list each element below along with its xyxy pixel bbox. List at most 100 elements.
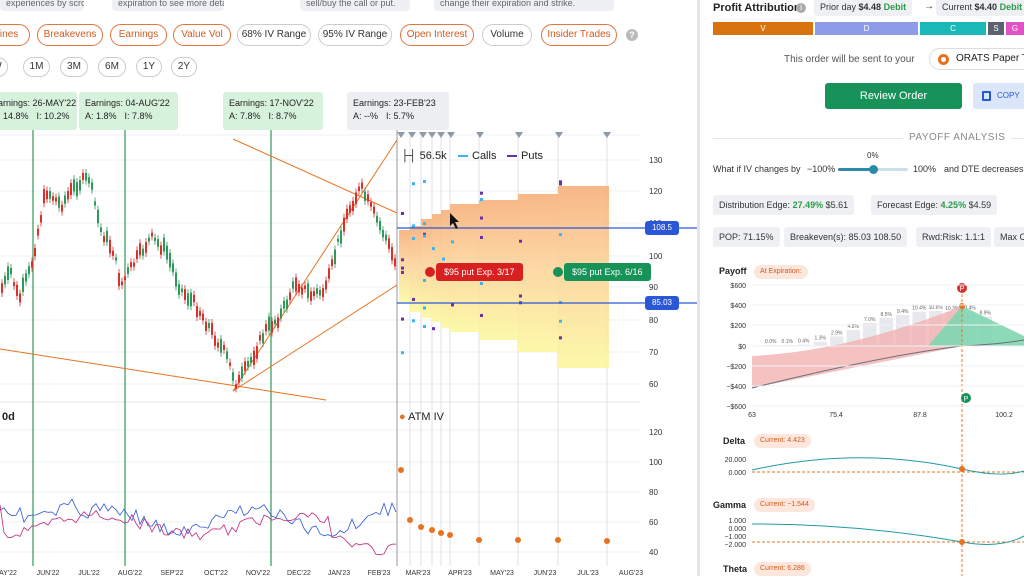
- distribution-bar-label: 0.1%: [782, 339, 794, 345]
- atm-iv-point: [418, 524, 424, 530]
- candle-body: [304, 285, 306, 290]
- price-chart[interactable]: 13012011010090807060120100806040MAY'22JU…: [0, 0, 697, 576]
- range-1y[interactable]: 1Y: [136, 57, 162, 77]
- segment-s[interactable]: S: [988, 22, 1004, 35]
- broker-selector[interactable]: ORATS Paper T: [929, 48, 1024, 70]
- candle-body: [61, 204, 63, 212]
- trend-lines: [0, 138, 398, 401]
- chip-lines[interactable]: lines: [0, 24, 30, 46]
- info-icon[interactable]: i: [796, 3, 806, 13]
- range-3m[interactable]: 3M: [60, 57, 88, 77]
- chip-68-iv-range[interactable]: 68% IV Range: [237, 24, 311, 46]
- payoff-x-label: 75.4: [829, 412, 843, 419]
- iv-slider-track[interactable]: [838, 165, 908, 174]
- dist-edge-label: Distribution Edge:: [719, 200, 791, 210]
- current-payoff-curve: [751, 339, 1024, 389]
- review-order-button[interactable]: Review Order: [825, 83, 962, 109]
- panel-divider[interactable]: [697, 0, 700, 576]
- copy-button[interactable]: COPY: [973, 83, 1024, 109]
- earnings-card[interactable]: Earnings: 26-MAY'22 A: 14.8% I: 10.2%: [0, 92, 77, 130]
- x-axis-label: FEB'23: [368, 570, 391, 576]
- broker-logo-icon: [938, 54, 949, 65]
- candle-body: [1, 283, 3, 293]
- candle-body: [34, 247, 36, 257]
- expiry-marker: [603, 132, 611, 138]
- oi-dot: [480, 235, 483, 239]
- oi-dot: [401, 270, 404, 274]
- oi-dot: [432, 327, 435, 331]
- payoff-x-label: 87.8: [913, 412, 927, 419]
- order-tag-red[interactable]: $95 put Exp. 3/17: [436, 263, 523, 281]
- candle-body: [256, 346, 258, 359]
- candle-body: [136, 250, 138, 259]
- segment-delta[interactable]: D: [815, 22, 918, 35]
- question-icon[interactable]: ?: [626, 29, 638, 41]
- oi-dot: [412, 182, 415, 186]
- atm-iv-point: [398, 467, 404, 473]
- chip-insider-trades[interactable]: Insider Trades: [541, 24, 617, 46]
- iv-slider-thumb[interactable]: [869, 165, 878, 174]
- candle-body: [106, 230, 108, 243]
- distribution-bar-label: 10.4%: [912, 306, 927, 312]
- atm-iv-legend: ● ATM IV: [399, 411, 444, 423]
- pop-pill: POP: 71.15%: [713, 227, 780, 247]
- range-6m[interactable]: 6M: [98, 57, 126, 77]
- candle-body: [82, 173, 84, 180]
- order-tag-green[interactable]: $95 put Exp. 6/16: [564, 263, 651, 281]
- heatmap-cell: [410, 226, 421, 312]
- distribution-bar: [797, 344, 811, 346]
- iv-axis-label: 120: [649, 428, 663, 437]
- segment-gamma[interactable]: G: [1006, 22, 1024, 35]
- earnings-card[interactable]: Earnings: 17-NOV'22 A: 7.8% I: 8.7%: [223, 92, 323, 130]
- iv-line-magenta: [0, 504, 397, 556]
- copy-label: COPY: [997, 91, 1020, 100]
- oi-dot: [401, 211, 404, 215]
- oi-dot: [451, 303, 454, 307]
- expiry-markers[interactable]: [397, 132, 611, 277]
- oi-dot: [401, 317, 404, 321]
- oi-dot: [480, 216, 483, 220]
- legend-size-value: 56.5k: [419, 150, 447, 162]
- chip-open-interest[interactable]: Open Interest: [400, 24, 474, 46]
- iv-axis-label: 40: [649, 548, 658, 557]
- earnings-card[interactable]: Earnings: 04-AUG'22 A: 1.8% I: 7.8%: [79, 92, 178, 130]
- candle-body: [229, 362, 231, 366]
- candle-body: [349, 205, 351, 213]
- iv-left-label: 0d: [2, 411, 15, 423]
- atm-iv-point: [429, 527, 435, 533]
- candle-body: [232, 372, 234, 381]
- chip-value-vol[interactable]: Value Vol: [173, 24, 231, 46]
- iv-change-prefix: What if IV changes by: [713, 164, 801, 174]
- range-2y[interactable]: 2Y: [171, 57, 197, 77]
- candle-body: [103, 235, 105, 243]
- candle-body: [283, 300, 285, 309]
- candle-body: [205, 321, 207, 331]
- expiry-marker: [476, 132, 484, 138]
- candle-body: [187, 293, 189, 306]
- current-value: $4.40: [974, 2, 998, 12]
- segment-vega[interactable]: V: [713, 22, 813, 35]
- distribution-bar-label: 4.8%: [848, 324, 860, 330]
- payoff-chart[interactable]: 0.0% 0.1% 0.4% 1.3%2.9%4.8%7.0%8.5% 9.4%10.4…: [700, 266, 1024, 576]
- payoff-y-label: $600: [730, 283, 746, 290]
- chip-breakevens[interactable]: Breakevens: [37, 24, 103, 46]
- chip-95-iv-range[interactable]: 95% IV Range: [318, 24, 392, 46]
- segment-carry[interactable]: C: [920, 22, 986, 35]
- legend-puts[interactable]: Puts: [507, 149, 543, 163]
- candle-body: [220, 338, 222, 353]
- iv-lines: [0, 467, 610, 556]
- oi-dot: [423, 232, 426, 236]
- legend-calls[interactable]: Calls: [458, 149, 496, 163]
- candle-body: [334, 249, 336, 265]
- candle-body: [193, 294, 195, 303]
- range-1m[interactable]: 1M: [23, 57, 50, 77]
- atm-iv-point: [476, 537, 482, 543]
- chip-volume[interactable]: Volume: [482, 24, 532, 46]
- theta-label: Theta: [723, 564, 748, 574]
- candle-body: [130, 262, 132, 268]
- atm-iv-point: [555, 537, 561, 543]
- gamma-point: [959, 539, 965, 545]
- candle-body: [10, 267, 12, 275]
- chip-earnings[interactable]: Earnings: [110, 24, 167, 46]
- earnings-card[interactable]: Earnings: 23-FEB'23 A: --% I: 5.7%: [347, 92, 449, 130]
